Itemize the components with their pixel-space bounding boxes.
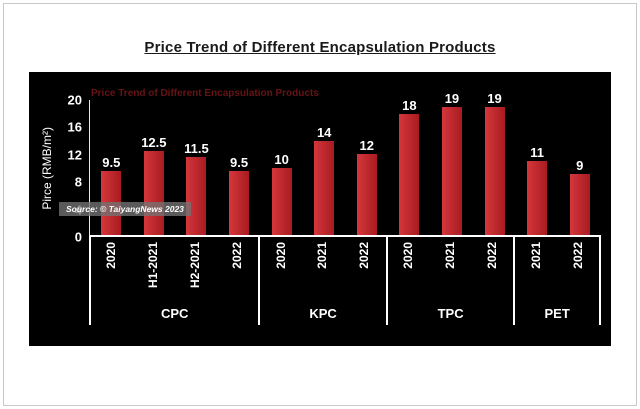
bar-column: 11.5	[175, 100, 218, 235]
group-label: KPC	[309, 305, 337, 321]
bar-column: 18	[388, 97, 431, 235]
bar-value-label: 14	[316, 124, 332, 140]
group-label: TPC	[437, 305, 464, 321]
bar-value-label: 19	[444, 90, 460, 106]
bar	[314, 140, 335, 235]
bar-group-tpc: 18 19 19	[388, 92, 516, 235]
year-label: 2020	[273, 242, 288, 269]
year-label-cell: 2021	[515, 237, 557, 301]
year-label-cell: 2020	[91, 237, 133, 301]
bar-group-kpc: 10 14 12	[260, 100, 388, 235]
year-label: 2020	[104, 242, 119, 269]
plot-area: 9.5 12.5 11.5 9.5 10 14 12 18 19 19 11 9 2020 H1-202…	[89, 92, 601, 325]
bar	[527, 160, 548, 235]
category-group-kpc: 2020 2021 2022 KPC	[258, 237, 386, 325]
bar-column: 11	[516, 100, 559, 235]
bar	[356, 154, 377, 235]
bar-value-label: 18	[402, 97, 417, 113]
bar-value-label: 19	[487, 90, 502, 106]
year-label-cell: 2020	[260, 237, 302, 301]
year-label-cell: 2021	[430, 237, 472, 301]
bar	[399, 113, 420, 235]
bar-column: 10	[260, 100, 303, 235]
y-axis-title-container: Pirce (RMB/m²)	[35, 100, 59, 237]
bar-value-label: 12.5	[141, 134, 167, 150]
y-axis: 048121620	[59, 94, 89, 244]
y-axis-tick-label: 16	[67, 119, 82, 135]
bar-value-label: 10	[274, 151, 289, 167]
bar	[484, 106, 505, 235]
year-label: 2022	[357, 242, 372, 269]
group-label: CPC	[160, 305, 189, 321]
year-label-row: 2020 H1-2021 H2-2021 2022	[91, 237, 258, 301]
source-attribution: Source: © TaiyangNews 2023	[59, 202, 191, 216]
y-axis-title: Pirce (RMB/m²)	[40, 127, 54, 210]
chart-inner-title: Price Trend of Different Encapsulation P…	[91, 88, 319, 99]
bar	[271, 167, 292, 235]
bar-column: 12	[345, 100, 388, 235]
y-axis-tick-label: 20	[67, 92, 82, 108]
bar	[441, 106, 462, 235]
bar-value-label: 12	[359, 138, 374, 153]
year-label-row: 2020 2021 2022	[388, 237, 514, 301]
year-label: 2020	[401, 242, 416, 269]
bar-column: 9	[558, 100, 601, 235]
bar-value-label: 9	[576, 158, 584, 174]
bar-value-label: 9.5	[102, 154, 121, 170]
year-label: H1-2021	[146, 242, 161, 289]
year-label-row: 2021 2022	[515, 237, 599, 301]
year-label: 2022	[484, 242, 499, 269]
category-group-cpc: 2020 H1-2021 H2-2021 2022 CPC	[89, 237, 258, 325]
bar	[229, 170, 250, 235]
bar-column: 14	[303, 100, 346, 235]
year-label: 2022	[229, 242, 244, 269]
bars-area: 9.5 12.5 11.5 9.5 10 14 12 18 19 19 11 9	[89, 92, 601, 237]
bar-column: 19	[431, 92, 474, 235]
y-axis-tick-label: 12	[67, 147, 82, 163]
y-axis-tick-label: 0	[74, 229, 82, 245]
year-label-cell: 2020	[388, 237, 430, 301]
bar-column: 9.5	[218, 100, 261, 235]
chart-panel: Price Trend of Different Encapsulation P…	[29, 72, 611, 346]
bar-group-pet: 11 9	[516, 100, 601, 235]
year-label-cell: H1-2021	[133, 237, 175, 301]
year-label-row: 2020 2021 2022	[260, 237, 386, 301]
year-label: 2021	[315, 242, 330, 269]
bar-value-label: 11.5	[184, 141, 209, 157]
page-frame: Price Trend of Different Encapsulation P…	[3, 3, 637, 406]
year-label-cell: H2-2021	[175, 237, 217, 301]
bar-value-label: 11	[530, 144, 544, 160]
year-label-cell: 2022	[471, 237, 513, 301]
bar-column: 19	[473, 92, 516, 235]
group-label: PET	[544, 305, 570, 321]
year-label: 2022	[570, 242, 585, 269]
bar	[143, 150, 164, 235]
year-label-cell: 2022	[557, 237, 599, 301]
year-label-cell: 2021	[302, 237, 344, 301]
bar-value-label: 9.5	[229, 154, 249, 170]
year-label: H2-2021	[187, 242, 202, 289]
page-title: Price Trend of Different Encapsulation P…	[144, 39, 496, 56]
category-group-tpc: 2020 2021 2022 TPC	[385, 237, 514, 325]
bar	[569, 174, 590, 235]
category-axis: 2020 H1-2021 H2-2021 2022 CPC 2020 2021 2022 KPC…	[89, 237, 601, 325]
bar	[186, 157, 207, 235]
chart-grid: Pirce (RMB/m²) 048121620 9.512.511.59.51…	[35, 92, 601, 325]
y-axis-tick-label: 8	[74, 174, 82, 190]
year-label: 2021	[442, 242, 457, 269]
year-label-cell: 2022	[344, 237, 386, 301]
category-group-pet: 2021 2022 PET	[513, 237, 601, 325]
year-label-cell: 2022	[216, 237, 258, 301]
year-label: 2021	[528, 242, 543, 269]
